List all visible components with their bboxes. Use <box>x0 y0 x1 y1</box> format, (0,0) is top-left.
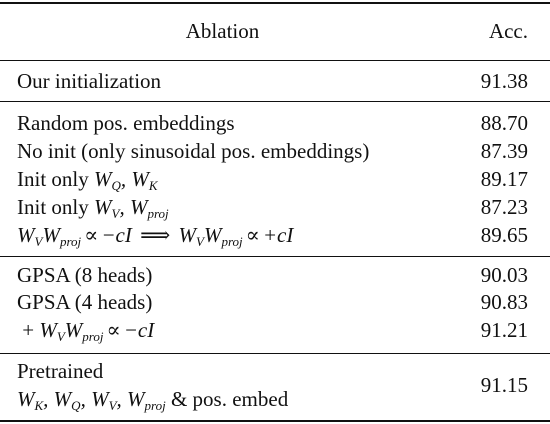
header-row: Ablation Acc. <box>0 18 550 44</box>
row-acc: 89.17 <box>480 167 528 191</box>
table-row: GPSA (8 heads) 90.03 <box>0 262 550 288</box>
header-acc: Acc. <box>488 19 528 43</box>
row-label: GPSA (4 heads) <box>17 290 153 314</box>
header-rule <box>0 60 550 61</box>
row-acc: 87.23 <box>480 195 528 219</box>
table-row: WK, WQ, WV, Wproj & pos. embed <box>0 386 550 412</box>
table-row: Our initialization 91.38 <box>0 68 550 94</box>
group-rule <box>0 101 550 102</box>
group-rule <box>0 353 550 354</box>
row-acc: 87.39 <box>480 139 528 163</box>
row-label: Our initialization <box>17 69 162 93</box>
row-label-math: WVWproj ∝ −cI ⟹ WVWproj ∝ +cI <box>17 223 294 249</box>
table-row: WVWproj ∝ −cI ⟹ WVWproj ∝ +cI 89.65 <box>0 222 550 248</box>
row-acc: 88.70 <box>480 111 528 135</box>
row-label-math: + WVWproj ∝ −cI <box>22 318 155 344</box>
table-row: Init only WQ, WK 89.17 <box>0 166 550 192</box>
row-acc: 89.65 <box>480 223 528 247</box>
table-row-acc: 91.15 <box>0 372 550 398</box>
table-row: Init only WV, Wproj 87.23 <box>0 194 550 220</box>
table-row: GPSA (4 heads) 90.83 <box>0 289 550 315</box>
bottom-rule <box>0 420 550 422</box>
row-acc: 90.83 <box>480 290 528 314</box>
row-acc: 91.38 <box>480 69 528 93</box>
table-row: Random pos. embeddings 88.70 <box>0 110 550 136</box>
top-rule <box>0 2 550 4</box>
row-label: No init (only sinusoidal pos. embeddings… <box>17 139 370 163</box>
row-label-math: WK, WQ, WV, Wproj & pos. embed <box>17 387 289 413</box>
row-acc: 90.03 <box>480 263 528 287</box>
row-label: Random pos. embeddings <box>17 111 235 135</box>
row-acc: 91.21 <box>480 318 528 342</box>
row-label: Pretrained <box>17 359 104 383</box>
group-rule <box>0 256 550 257</box>
row-label: GPSA (8 heads) <box>17 263 153 287</box>
row-acc: 91.15 <box>480 373 528 397</box>
table-row: No init (only sinusoidal pos. embeddings… <box>0 138 550 164</box>
table-row: Pretrained <box>0 358 550 384</box>
table-row: + WVWproj ∝ −cI 91.21 <box>0 317 550 343</box>
row-label-math: Init only WQ, WK <box>17 167 158 193</box>
header-ablation: Ablation <box>185 19 260 43</box>
row-label-math: Init only WV, Wproj <box>17 195 169 221</box>
